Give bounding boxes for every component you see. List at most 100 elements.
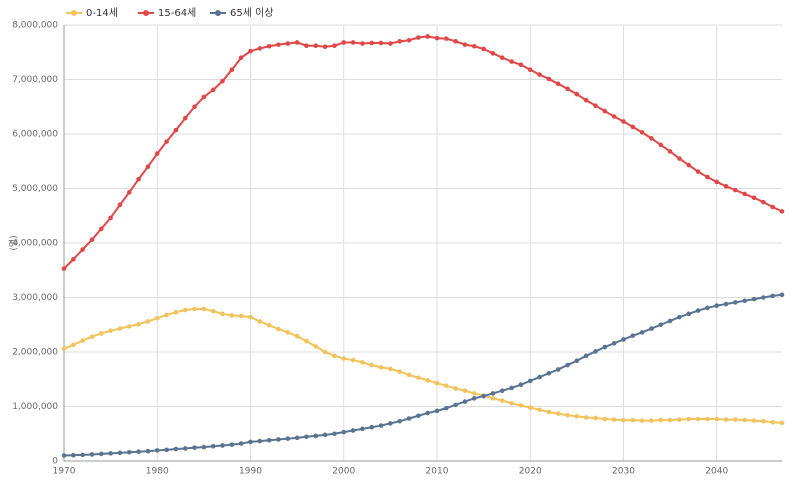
data-point <box>294 333 300 339</box>
series-line <box>63 35 783 270</box>
data-point <box>378 364 384 370</box>
data-point <box>499 388 505 393</box>
data-point <box>714 303 720 308</box>
data-point <box>462 388 468 393</box>
data-point <box>341 429 347 435</box>
data-point <box>434 35 440 41</box>
data-point <box>611 417 617 422</box>
data-point <box>695 169 701 174</box>
data-point <box>136 449 141 455</box>
data-point <box>266 322 272 328</box>
data-point <box>266 437 272 443</box>
data-point <box>527 378 533 384</box>
data-point <box>602 416 608 422</box>
data-point <box>677 314 682 320</box>
data-point <box>434 380 440 386</box>
data-point <box>332 43 337 49</box>
data-point <box>71 452 76 458</box>
data-point <box>649 326 654 331</box>
data-point <box>80 452 85 458</box>
data-point <box>444 383 449 389</box>
data-point <box>416 375 421 380</box>
data-point <box>686 311 692 317</box>
data-point <box>723 184 729 189</box>
data-point <box>210 87 216 93</box>
data-point <box>481 393 486 399</box>
data-point <box>677 156 682 161</box>
y-tick-label: 3,000,000 <box>12 293 58 303</box>
data-point <box>229 313 235 318</box>
data-point <box>509 385 514 391</box>
data-point <box>751 296 757 302</box>
data-point <box>341 40 347 45</box>
data-point <box>397 39 402 44</box>
data-point <box>266 43 272 49</box>
data-point <box>89 237 95 243</box>
data-point <box>518 62 524 68</box>
data-point <box>378 423 384 428</box>
data-point <box>108 215 113 221</box>
data-point <box>444 405 449 411</box>
data-point <box>117 450 123 456</box>
data-point <box>173 446 179 452</box>
data-point <box>416 35 421 40</box>
data-point <box>434 408 440 414</box>
data-point <box>313 433 319 439</box>
data-point <box>770 420 775 425</box>
data-point <box>369 424 375 430</box>
data-point <box>770 204 775 210</box>
data-point <box>593 103 598 108</box>
data-point <box>61 346 67 352</box>
data-point <box>779 209 785 214</box>
data-point <box>565 412 570 418</box>
data-point <box>360 360 365 365</box>
data-point <box>686 416 692 422</box>
data-point <box>257 438 263 444</box>
data-point <box>276 42 281 47</box>
data-point <box>546 409 552 415</box>
data-point <box>126 324 132 329</box>
data-point <box>453 386 458 391</box>
data-point <box>145 448 151 454</box>
data-point <box>658 417 664 423</box>
data-point <box>425 34 430 39</box>
legend-swatch <box>71 10 77 16</box>
data-point <box>80 247 85 252</box>
data-point <box>80 338 85 343</box>
data-point <box>611 340 617 346</box>
data-point <box>397 418 402 424</box>
data-point <box>350 428 356 433</box>
data-point <box>322 44 328 50</box>
data-point <box>406 37 412 43</box>
data-point <box>360 41 365 46</box>
y-tick-label: 8,000,000 <box>12 21 58 31</box>
y-tick-label: 5,000,000 <box>12 184 58 194</box>
x-tick-label: 2030 <box>612 467 635 477</box>
data-point <box>220 78 225 84</box>
x-tick-label: 1990 <box>239 467 262 477</box>
data-point <box>276 437 281 442</box>
data-point <box>695 308 701 313</box>
data-point <box>425 378 430 383</box>
data-point <box>304 43 309 49</box>
data-point <box>406 416 412 421</box>
x-tick-label: 1970 <box>53 467 76 477</box>
data-point <box>649 418 654 423</box>
data-point <box>322 432 328 438</box>
data-point <box>639 130 645 135</box>
data-point <box>238 55 244 60</box>
data-point <box>490 391 496 396</box>
x-tick-label: 2020 <box>519 467 542 477</box>
legend-swatch <box>215 10 221 16</box>
data-point <box>705 416 710 422</box>
data-point <box>630 124 636 130</box>
data-point <box>182 115 188 121</box>
data-point <box>285 436 291 441</box>
data-point <box>220 443 225 448</box>
data-point <box>173 309 179 315</box>
data-point <box>248 314 253 320</box>
data-point <box>192 306 197 312</box>
data-point <box>555 367 561 372</box>
data-point <box>98 451 104 457</box>
data-point <box>621 337 626 342</box>
